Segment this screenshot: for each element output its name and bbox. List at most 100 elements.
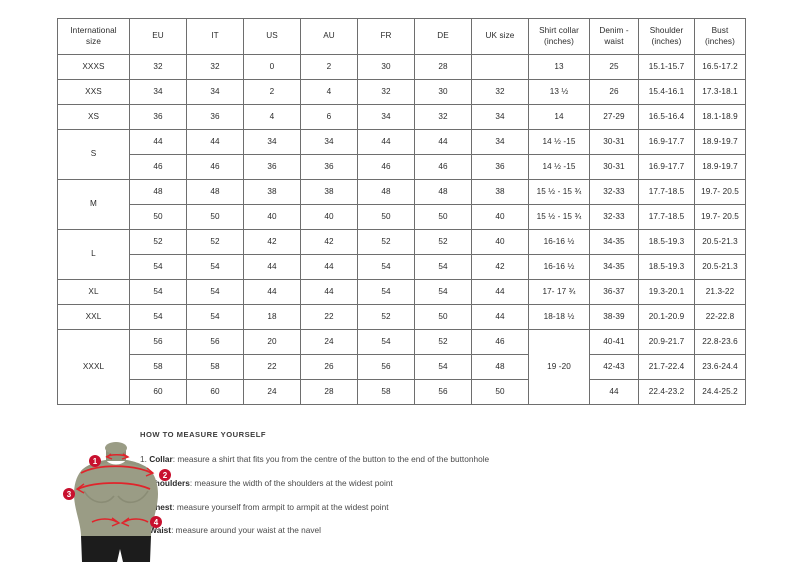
cell-bust: 17.3-18.1 (694, 79, 746, 105)
how-to-measure-item: 4. Waist: measure around your waist at t… (140, 526, 740, 534)
cell-denim: 25 (589, 54, 639, 80)
cell-de: 54 (414, 279, 472, 305)
cell-bust: 23.6-24.4 (694, 354, 746, 380)
table-row: XL 54 54 44 44 54 54 44 17- 17 ¾ 36-37 19.3-20.1 21… (57, 279, 746, 305)
col-header-bust: Bust (inches) (694, 18, 746, 55)
cell-denim: 32-33 (589, 204, 639, 230)
col-header-de: DE (414, 18, 472, 55)
pectoral-left (83, 490, 115, 504)
pectoral-right (117, 490, 149, 504)
marker-1-circle (89, 455, 101, 467)
cell-au: 22 (300, 304, 358, 330)
cell-shirt-collar: 16-16 ½ (528, 254, 590, 280)
cell-eu: 34 (129, 79, 187, 105)
cell-uk (471, 54, 529, 80)
cell-bust: 22-22.8 (694, 304, 746, 330)
cell-de: 52 (414, 229, 472, 255)
cell-us: 34 (243, 129, 301, 155)
cell-fr: 44 (357, 129, 415, 155)
cell-eu: 46 (129, 154, 187, 180)
cell-international-size: XXL (57, 304, 130, 330)
table-row: 50 50 40 40 50 50 40 15 ½ - 15 ¾ 32-33 17.7-18.5 1… (58, 204, 746, 230)
cell-shirt-collar: 15 ½ - 15 ¾ (528, 204, 590, 230)
marker-1-label: 1 (93, 457, 98, 466)
header-line-1: Shirt collar (539, 26, 579, 36)
collar-arrow-right (121, 453, 130, 460)
item-number: 1. (140, 454, 150, 464)
cell-denim: 34-35 (589, 229, 639, 255)
cell-us: 44 (243, 279, 301, 305)
waist-measure-line-right (123, 518, 149, 523)
cell-shirt-collar: 15 ½ - 15 ¾ (528, 179, 590, 205)
cell-shoulder: 17.7-18.5 (638, 179, 695, 205)
cell-au: 34 (300, 129, 358, 155)
chest-measure-line (77, 482, 151, 490)
cell-shoulder: 16.9-17.7 (638, 154, 695, 180)
cell-shoulder: 15.1-15.7 (638, 54, 695, 80)
table-row: XXXS 32 32 0 2 30 28 13 25 15.1-15.7 16.5-17.2 (57, 54, 746, 80)
table-row: 58 58 22 26 56 54 48 42-43 21.7-22.4 23.6-24.4 (58, 354, 746, 380)
how-to-measure-section: HOW TO MEASURE YOURSELF 1. Collar: measu… (140, 430, 740, 550)
table-row: XXL 54 54 18 22 52 50 44 18-18 ½ 38-39 20.1-20.9 22… (57, 304, 746, 330)
table-row: XS 36 36 4 6 34 32 34 14 27-29 16.5-16.4 18.1-18.9 (57, 104, 746, 130)
cell-international-size: M (57, 179, 130, 230)
cell-denim: 42-43 (589, 354, 639, 380)
cell-shirt-collar: 14 ½ -15 (528, 154, 590, 180)
cell-shoulder: 20.9-21.7 (638, 329, 695, 355)
cell-bust: 22.8-23.6 (694, 329, 746, 355)
how-to-measure-list: 1. Collar: measure a shirt that fits you… (140, 455, 740, 535)
cell-fr: 58 (357, 379, 415, 405)
cell-shirt-collar: 18-18 ½ (528, 304, 590, 330)
cell-denim: 32-33 (589, 179, 639, 205)
cell-international-size: XL (57, 279, 130, 305)
item-text: : measure a shirt that fits you from the… (172, 454, 490, 464)
table-row: M 48 48 38 38 48 48 38 15 ½ - 15 ¾ 32-33 17.7-18.5… (57, 179, 746, 230)
cell-us: 4 (243, 104, 301, 130)
cell-it: 60 (186, 379, 244, 405)
table-row: 46 46 36 36 46 46 36 14 ½ -15 30-31 16.9-17.7 18.9… (58, 154, 746, 180)
cell-denim: 34-35 (589, 254, 639, 280)
header-row: International size EU IT US AU FR DE UK … (57, 18, 746, 55)
cell-eu: 60 (129, 379, 187, 405)
cell-it: 54 (186, 279, 244, 305)
cell-shoulder: 21.7-22.4 (638, 354, 695, 380)
cell-uk: 42 (471, 254, 529, 280)
cell-us: 38 (243, 179, 301, 205)
waist-arrow-inner-right (120, 517, 130, 527)
cell-shoulder: 15.4-16.1 (638, 79, 695, 105)
cell-international-size: XXS (57, 79, 130, 105)
cell-shirt-collar: 19 -20 (528, 329, 590, 405)
cell-de: 32 (414, 104, 472, 130)
cell-de: 44 (414, 129, 472, 155)
item-term: Waist (149, 525, 172, 536)
cell-au: 42 (300, 229, 358, 255)
cell-denim: 26 (589, 79, 639, 105)
cell-bust: 18.9-19.7 (694, 129, 746, 155)
cell-denim: 30-31 (589, 154, 639, 180)
cell-shirt-collar: 17- 17 ¾ (528, 279, 590, 305)
cell-bust: 24.4-25.2 (694, 379, 746, 405)
table-row: 54 54 44 44 54 54 42 16-16 ½ 34-35 18.5-19.3 20.5-… (58, 254, 746, 280)
shoulders-arrow-right (145, 467, 155, 477)
cell-eu: 54 (129, 304, 187, 330)
cell-fr: 46 (357, 154, 415, 180)
cell-shoulder: 16.9-17.7 (638, 129, 695, 155)
cell-de: 54 (414, 354, 472, 380)
cell-uk: 40 (471, 204, 529, 230)
size-table: International size EU IT US AU FR DE UK … (57, 18, 746, 405)
cell-eu: 32 (129, 54, 187, 80)
cell-international-size: XXXL (57, 329, 130, 405)
cell-it: 56 (186, 329, 244, 355)
cell-fr: 48 (357, 179, 415, 205)
collar-arrow-left (105, 453, 113, 460)
header-line-1: International (70, 26, 117, 36)
cell-shoulder: 22.4-23.2 (638, 379, 695, 405)
col-header-shirt-collar: Shirt collar (inches) (528, 18, 590, 55)
cell-shoulder: 18.5-19.3 (638, 229, 695, 255)
table-row: XXXL 56 56 20 24 54 52 46 19 -20 40-41 20.9-21.7 22… (57, 329, 746, 405)
cell-eu: 44 (129, 129, 187, 155)
cell-fr: 34 (357, 104, 415, 130)
cell-uk: 32 (471, 79, 529, 105)
shoulder-shade-right (124, 460, 151, 471)
